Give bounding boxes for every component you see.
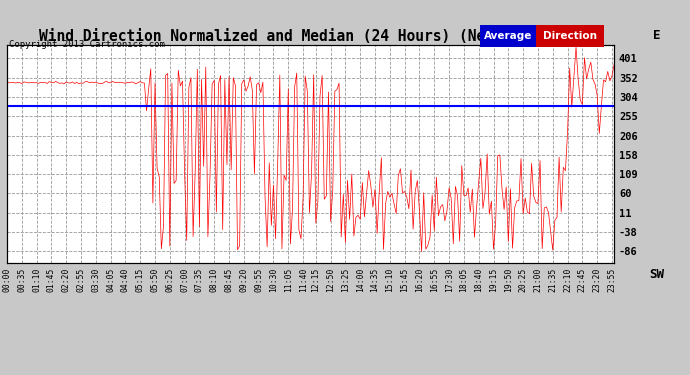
- Text: Copyright 2013 Cartronics.com: Copyright 2013 Cartronics.com: [9, 40, 165, 49]
- Text: E: E: [653, 29, 660, 42]
- Text: SW: SW: [649, 268, 664, 281]
- Text: Direction: Direction: [543, 31, 597, 41]
- Title: Wind Direction Normalized and Median (24 Hours) (New) 20130228: Wind Direction Normalized and Median (24…: [39, 29, 582, 44]
- Text: Average: Average: [484, 31, 532, 41]
